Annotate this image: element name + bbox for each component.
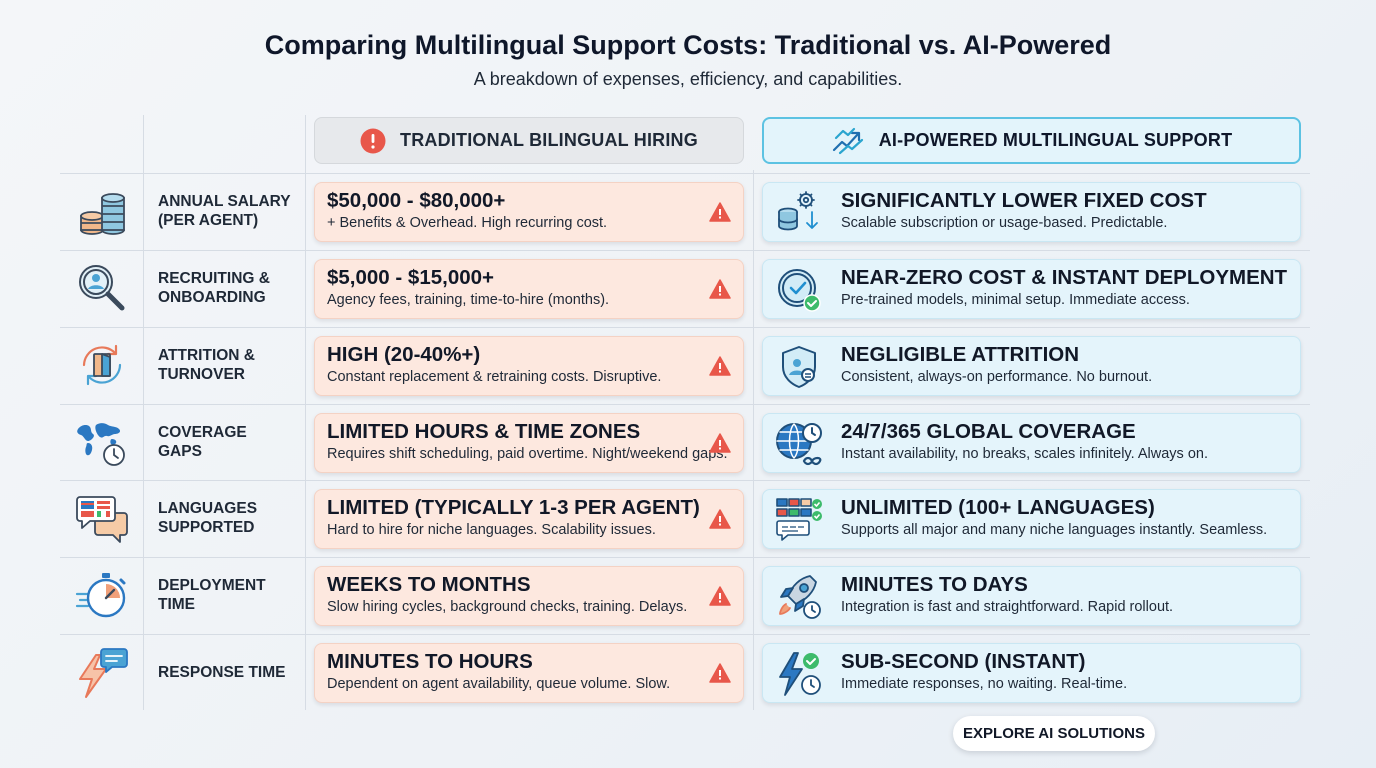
warning-triangle-icon <box>709 202 731 227</box>
card-subtitle: Requires shift scheduling, paid overtime… <box>327 446 728 462</box>
card-title: $5,000 - $15,000+ <box>327 266 494 289</box>
card-subtitle: Agency fees, training, time-to-hire (mon… <box>327 292 610 308</box>
card-subtitle: Constant replacement & retraining costs.… <box>327 369 662 385</box>
card-title: NEAR-ZERO COST & INSTANT DEPLOYMENT <box>841 266 1288 289</box>
traditional-card-recruiting: $5,000 - $15,000+ Agency fees, training,… <box>314 259 744 319</box>
card-subtitle: Integration is fast and straightforward.… <box>841 599 1174 615</box>
card-subtitle: Scalable subscription or usage-based. Pr… <box>841 215 1168 231</box>
card-title: LIMITED (TYPICALLY 1-3 PER AGENT) <box>327 496 700 519</box>
page-title: Comparing Multilingual Support Costs: Tr… <box>264 30 1112 60</box>
grid-divider <box>60 327 1310 328</box>
explore-ai-solutions-button[interactable]: EXPLORE AI SOLUTIONS <box>953 716 1155 751</box>
grid-divider <box>60 173 1310 174</box>
row-label-response-time: RESPONSE TIME <box>158 663 286 681</box>
grid-divider <box>60 480 1310 481</box>
card-title: $50,000 - $80,000+ <box>327 189 506 212</box>
card-title: MINUTES TO DAYS <box>841 573 1028 596</box>
ai-column-header: AI-POWERED MULTILINGUAL SUPPORT <box>762 117 1301 164</box>
card-subtitle: + Benefits & Overhead. High recurring co… <box>327 215 608 231</box>
traditional-card-attrition: HIGH (20-40%+) Constant replacement & re… <box>314 336 744 396</box>
card-title: MINUTES TO HOURS <box>327 650 533 673</box>
warning-triangle-icon <box>709 586 731 611</box>
ai-column-label: AI-POWERED MULTILINGUAL SUPPORT <box>878 130 1233 150</box>
traditional-column-label: TRADITIONAL BILINGUAL HIRING <box>400 130 698 150</box>
warning-triangle-icon <box>709 433 731 458</box>
warning-triangle-icon <box>709 279 731 304</box>
warning-triangle-icon <box>709 509 731 534</box>
card-title: LIMITED HOURS & TIME ZONES <box>327 420 641 443</box>
traditional-card-annual-salary: $50,000 - $80,000+ + Benefits & Overhead… <box>314 182 744 242</box>
grid-divider <box>60 557 1310 558</box>
traditional-card-languages: LIMITED (TYPICALLY 1-3 PER AGENT) Hard t… <box>314 489 744 549</box>
card-subtitle: Consistent, always-on performance. No bu… <box>841 369 1153 385</box>
ai-card-annual-salary: SIGNIFICANTLY LOWER FIXED COST Scalable … <box>762 182 1301 242</box>
card-subtitle: Supports all major and many niche langua… <box>841 522 1268 538</box>
coins-stack-icon <box>72 182 132 242</box>
card-title: NEGLIGIBLE ATTRITION <box>841 343 1080 366</box>
trend-arrows-icon <box>831 126 865 156</box>
coins-gear-down-icon <box>773 187 825 239</box>
clock-check-icon <box>773 264 825 316</box>
card-title: HIGH (20-40%+) <box>327 343 481 366</box>
grid-divider <box>60 404 1310 405</box>
card-title: SUB-SECOND (INSTANT) <box>841 650 1086 673</box>
traditional-card-response-time: MINUTES TO HOURS Dependent on agent avai… <box>314 643 744 703</box>
rocket-clock-icon <box>773 571 825 623</box>
card-title: SIGNIFICANTLY LOWER FIXED COST <box>841 189 1207 212</box>
card-subtitle: Instant availability, no breaks, scales … <box>841 446 1208 462</box>
card-subtitle: Slow hiring cycles, background checks, t… <box>327 599 688 615</box>
grid-divider <box>305 115 306 710</box>
ai-card-recruiting: NEAR-ZERO COST & INSTANT DEPLOYMENT Pre-… <box>762 259 1301 319</box>
ai-card-deployment: MINUTES TO DAYS Integration is fast and … <box>762 566 1301 626</box>
magnifier-user-icon <box>72 258 132 318</box>
ai-card-languages: UNLIMITED (100+ LANGUAGES) Supports all … <box>762 489 1301 549</box>
row-label-attrition: ATTRITION & TURNOVER <box>158 347 256 383</box>
ai-card-response-time: SUB-SECOND (INSTANT) Immediate responses… <box>762 643 1301 703</box>
grid-divider <box>143 115 144 710</box>
traditional-card-deployment: WEEKS TO MONTHS Slow hiring cycles, back… <box>314 566 744 626</box>
page-subtitle: A breakdown of expenses, efficiency, and… <box>473 69 903 89</box>
stopwatch-icon <box>72 565 132 625</box>
card-subtitle: Immediate responses, no waiting. Real-ti… <box>841 676 1128 692</box>
row-label-languages: LANGUAGES SUPPORTED <box>158 500 258 536</box>
row-label-coverage: COVERAGE GAPS <box>158 424 247 460</box>
door-cycle-icon <box>72 335 132 395</box>
row-label-recruiting: RECRUITING & ONBOARDING <box>158 270 270 306</box>
row-label-deployment: DEPLOYMENT TIME <box>158 577 266 613</box>
warning-triangle-icon <box>709 663 731 688</box>
ai-card-attrition: NEGLIGIBLE ATTRITION Consistent, always-… <box>762 336 1301 396</box>
card-subtitle: Hard to hire for niche languages. Scalab… <box>327 522 656 538</box>
ai-card-coverage: 24/7/365 GLOBAL COVERAGE Instant availab… <box>762 413 1301 473</box>
traditional-column-header: TRADITIONAL BILINGUAL HIRING <box>314 117 744 164</box>
warning-triangle-icon <box>709 356 731 381</box>
alert-circle-icon <box>360 128 386 154</box>
traditional-card-coverage: LIMITED HOURS & TIME ZONES Requires shif… <box>314 413 744 473</box>
card-title: WEEKS TO MONTHS <box>327 573 531 596</box>
lightning-check-clock-icon <box>773 648 825 700</box>
grid-divider <box>60 634 1310 635</box>
globe-clock-infinity-icon <box>773 418 825 470</box>
row-label-annual-salary: ANNUAL SALARY (PER AGENT) <box>158 193 291 229</box>
shield-user-icon <box>773 341 825 393</box>
grid-divider <box>753 170 754 710</box>
card-subtitle: Dependent on agent availability, queue v… <box>327 676 671 692</box>
grid-divider <box>60 250 1310 251</box>
card-title: UNLIMITED (100+ LANGUAGES) <box>841 496 1155 519</box>
flag-chat-bubbles-icon <box>72 488 132 548</box>
world-map-clock-icon <box>72 412 132 472</box>
card-subtitle: Pre-trained models, minimal setup. Immed… <box>841 292 1190 308</box>
lightning-chat-icon <box>72 642 132 702</box>
flags-grid-chat-icon <box>773 494 825 546</box>
card-title: 24/7/365 GLOBAL COVERAGE <box>841 420 1136 443</box>
